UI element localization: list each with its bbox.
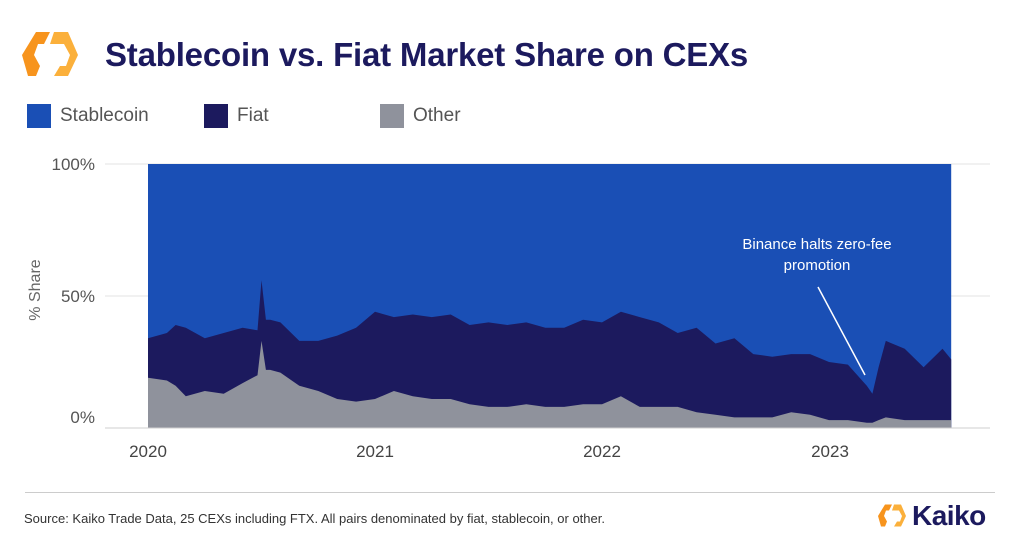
y-tick-0: 0% [70, 408, 95, 427]
legend-item-fiat: Fiat [204, 104, 269, 128]
area-other [148, 340, 952, 428]
annotation-text-line2: promotion [784, 257, 851, 274]
annotation-pointer-line [817, 286, 866, 376]
legend-label-fiat: Fiat [237, 105, 269, 126]
footer-divider [25, 492, 995, 493]
legend-item-stablecoin: Stablecoin [27, 104, 149, 128]
x-tick-2023: 2023 [811, 442, 849, 461]
annotation-text-line1: Binance halts zero-fee [742, 236, 891, 253]
x-tick-2020: 2020 [129, 442, 167, 461]
legend-swatch-fiat [204, 104, 228, 128]
kaiko-wordmark: Kaiko [912, 500, 986, 531]
kaiko-logo-icon [22, 32, 78, 76]
legend-label-other: Other [413, 105, 461, 126]
legend-swatch-stablecoin [27, 104, 51, 128]
area-fiat [148, 280, 952, 428]
chart: 100% 50% 0% % Share 2020 2021 2022 2023 … [27, 155, 990, 461]
y-axis-label: % Share [27, 259, 44, 320]
x-tick-2021: 2021 [356, 442, 394, 461]
legend-item-other: Other [380, 104, 461, 128]
y-tick-50: 50% [61, 287, 95, 306]
chart-title: Stablecoin vs. Fiat Market Share on CEXs [105, 36, 749, 73]
legend-label-stablecoin: Stablecoin [60, 105, 149, 126]
source-note: Source: Kaiko Trade Data, 25 CEXs includ… [24, 511, 605, 526]
x-tick-2022: 2022 [583, 442, 621, 461]
legend-swatch-other [380, 104, 404, 128]
kaiko-footer-logo-icon [878, 504, 906, 527]
y-tick-100: 100% [52, 155, 95, 174]
